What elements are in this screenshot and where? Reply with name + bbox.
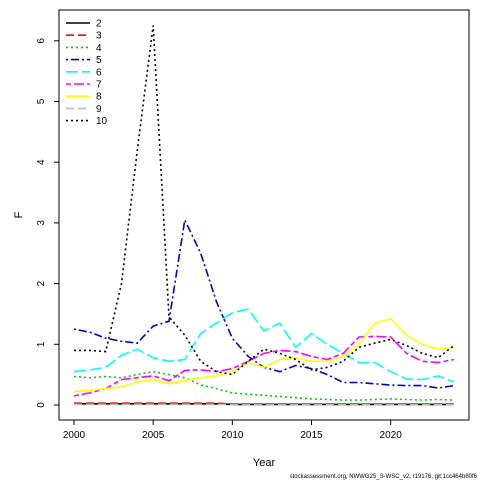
y-tick-label-5: 5: [36, 98, 47, 104]
series-line-7: [73, 335, 455, 397]
legend-label-6: 6: [96, 67, 102, 78]
y-tick-label-0: 0: [36, 402, 47, 408]
y-tick-label-1: 1: [36, 341, 47, 347]
y-axis-label: F: [13, 211, 25, 218]
series-line-6: [73, 308, 455, 383]
series-line-4: [73, 370, 455, 401]
legend-label-7: 7: [96, 80, 102, 91]
legend-label-2: 2: [96, 19, 102, 30]
legend-label-3: 3: [96, 31, 102, 42]
legend-label-8: 8: [96, 92, 102, 103]
legend-label-4: 4: [96, 43, 102, 54]
x-axis: 2000 2005 2010 2015 2020: [63, 420, 402, 441]
series-line-10: [74, 25, 455, 376]
legend-label-9: 9: [96, 104, 102, 115]
y-tick-label-2: 2: [36, 280, 47, 286]
series-line-8: [73, 317, 455, 393]
legend-label-5: 5: [96, 55, 102, 66]
x-tick-label-2015: 2015: [300, 430, 323, 441]
x-axis-label: Year: [253, 457, 276, 469]
x-tick-label-2005: 2005: [142, 430, 165, 441]
legend-label-10: 10: [96, 116, 108, 127]
y-tick-label-4: 4: [36, 159, 47, 165]
plot-frame: [58, 9, 470, 421]
x-tick-label-2010: 2010: [221, 430, 244, 441]
y-tick-label-6: 6: [36, 38, 47, 44]
series-line-2: [74, 402, 454, 406]
x-tick-label-2020: 2020: [380, 430, 403, 441]
footer-source: stockassessment.org, NWWG25_S-WSC_v2, r1…: [290, 474, 478, 480]
y-tick-label-3: 3: [36, 220, 47, 226]
series-layer: [73, 25, 455, 406]
x-tick-label-2000: 2000: [63, 430, 86, 441]
y-axis: 0 1 2 3 4 5 6: [36, 38, 59, 408]
